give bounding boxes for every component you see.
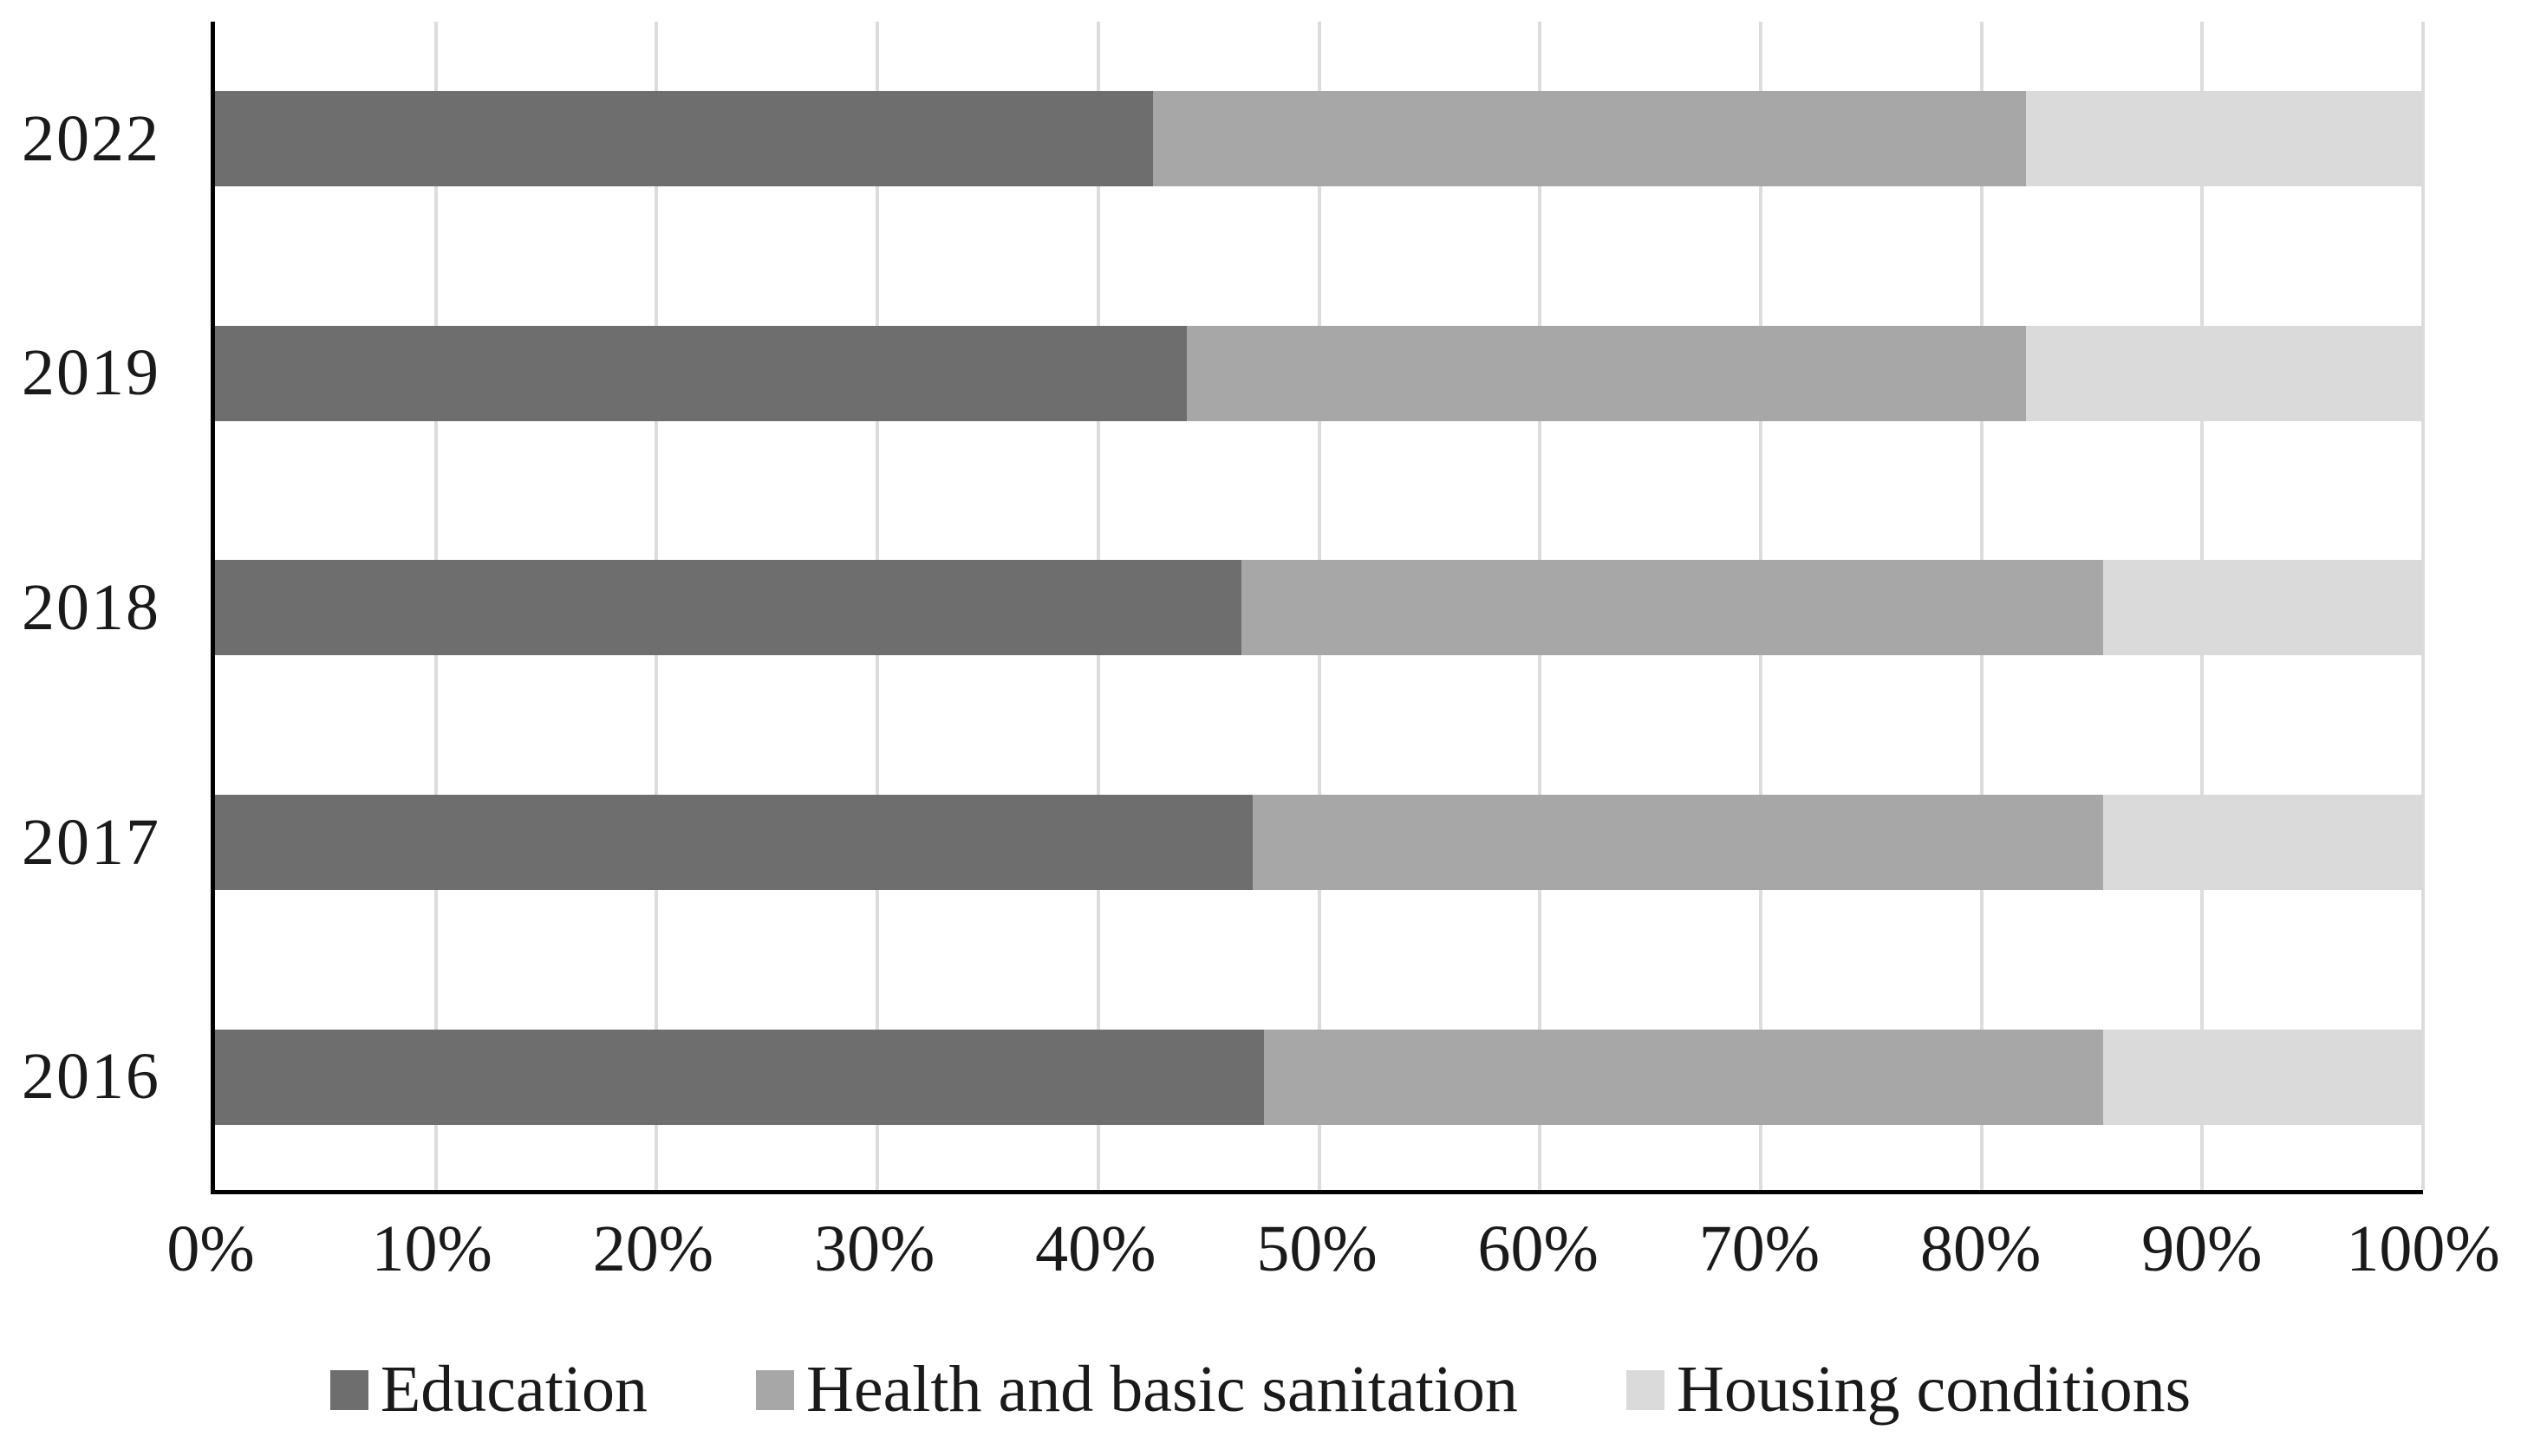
plot-area <box>211 22 2425 1194</box>
bar-row-2017 <box>215 725 2423 960</box>
x-axis-label-30%: 30% <box>813 1212 935 1285</box>
segment-2022-education <box>215 91 1154 187</box>
segment-2016-housing-conditions <box>2102 1029 2423 1125</box>
gridline-100% <box>2421 22 2425 1190</box>
x-axis-label-0%: 0% <box>166 1212 255 1285</box>
y-axis-label-2022: 2022 <box>22 101 160 175</box>
x-axis-labels: 0% 10% 20% 30% 40% 50% 60% 70% 80% 90% 100% <box>166 1212 2499 1316</box>
segment-2017-health-and-basic-sanitation <box>1253 795 2103 891</box>
y-axis-labels: 2022 2019 2018 2017 2016 <box>0 22 160 1194</box>
y-axis-label-2017: 2017 <box>22 805 160 879</box>
segment-2018-education <box>215 560 1242 656</box>
x-axis-label-100%: 100% <box>2346 1212 2500 1285</box>
y-axis-label-2018: 2018 <box>22 570 160 644</box>
stacked-bar-2018 <box>215 560 2423 656</box>
y-axis-label-2019: 2019 <box>22 336 160 410</box>
bar-row-2018 <box>215 491 2423 725</box>
y-axis-label-2016: 2016 <box>22 1040 160 1114</box>
legend-swatch-icon <box>1625 1369 1664 1410</box>
bar-row-2022 <box>215 22 2423 257</box>
x-axis-label-20%: 20% <box>592 1212 714 1285</box>
x-axis-label-50%: 50% <box>1256 1212 1378 1285</box>
legend-label: Housing conditions <box>1676 1353 2192 1426</box>
x-axis-label-40%: 40% <box>1035 1212 1156 1285</box>
bar-row-2019 <box>215 257 2423 491</box>
stacked-bar-2022 <box>215 91 2423 187</box>
segment-2022-health-and-basic-sanitation <box>1153 91 2026 187</box>
x-axis-label-80%: 80% <box>1919 1212 2042 1285</box>
segment-2017-education <box>215 795 1254 891</box>
segment-2018-housing-conditions <box>2102 560 2423 656</box>
stacked-bar-2017 <box>215 795 2423 891</box>
x-axis-label-10%: 10% <box>371 1212 492 1285</box>
legend-label: Education <box>380 1353 648 1426</box>
x-axis-label-70%: 70% <box>1698 1212 1821 1285</box>
x-axis-label-60%: 60% <box>1477 1212 1599 1285</box>
segment-2016-education <box>215 1029 1264 1125</box>
segment-2019-education <box>215 325 1187 421</box>
legend-item-housing-conditions: Housing conditions <box>1625 1352 2192 1427</box>
stacked-bar-2019 <box>215 325 2423 421</box>
segment-2017-housing-conditions <box>2102 795 2423 891</box>
segment-2022-housing-conditions <box>2025 91 2423 187</box>
segment-2018-health-and-basic-sanitation <box>1241 560 2103 656</box>
x-axis-label-90%: 90% <box>2141 1212 2263 1285</box>
stacked-bar-2016 <box>215 1029 2423 1125</box>
legend-label: Health and basic sanitation <box>805 1353 1518 1426</box>
bar-row-2016 <box>215 959 2423 1194</box>
legend: Education Health and basic sanitation Hous… <box>0 1352 2521 1427</box>
legend-item-health-and-basic-sanitation: Health and basic sanitation <box>755 1352 1518 1427</box>
legend-swatch-icon <box>329 1369 368 1410</box>
segment-2016-health-and-basic-sanitation <box>1263 1029 2103 1125</box>
legend-swatch-icon <box>755 1369 794 1410</box>
legend-item-education: Education <box>329 1352 648 1427</box>
segment-2019-health-and-basic-sanitation <box>1186 325 2026 421</box>
segment-2019-housing-conditions <box>2025 325 2423 421</box>
